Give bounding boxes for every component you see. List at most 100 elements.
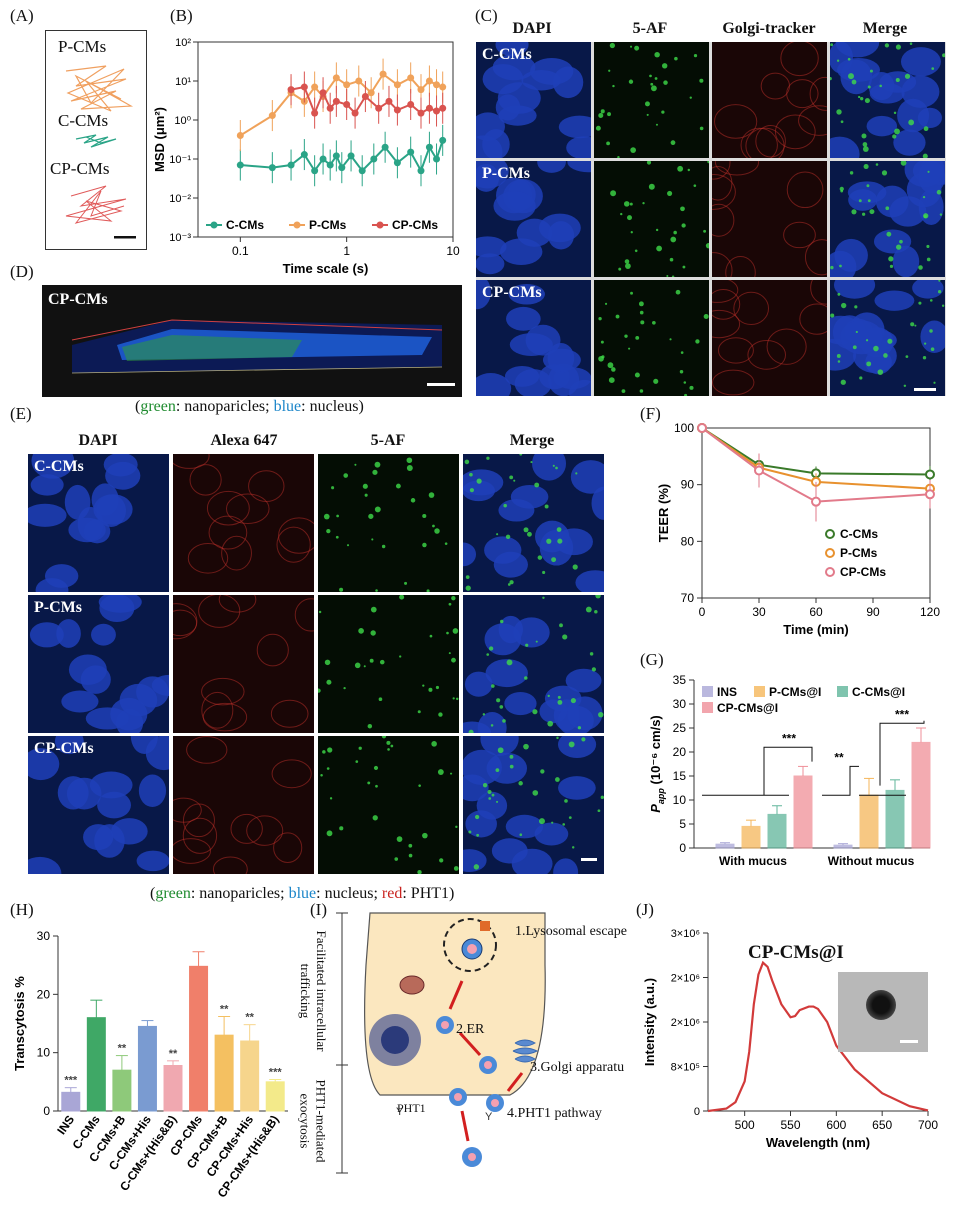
data-point: [367, 89, 375, 97]
zstack-label: CP-CMs: [48, 291, 108, 308]
x-axis-label: Time (min): [783, 622, 849, 637]
sig-label: ***: [782, 731, 796, 745]
y-axis-label: Papp (10⁻⁶ cm/s): [648, 715, 666, 813]
tile-row-label: C-CMs: [482, 46, 532, 63]
data-point: [381, 143, 389, 151]
data-point: [754, 465, 764, 476]
y-tick-label: 10⁰: [174, 115, 191, 127]
fluorescence-title: CP-CMs@I: [748, 942, 844, 963]
y-axis-label-rest: (10⁻⁶ cm/s): [648, 715, 663, 788]
legend-marker: [210, 221, 218, 229]
micro-tile: [594, 42, 709, 158]
traj-label-c: C-CMs: [58, 111, 109, 130]
data-point: [347, 152, 355, 160]
data-point: [338, 164, 346, 172]
scale-bar: [581, 858, 597, 861]
traj-label-p: P-CMs: [58, 37, 107, 56]
panel-letter-d: (D): [10, 262, 34, 281]
bar: [240, 1040, 260, 1112]
series-line: [701, 427, 931, 490]
traj-label-cp: CP-CMs: [50, 159, 110, 178]
y-tick-label: 3×10⁶: [671, 928, 700, 940]
micro-tile: [463, 454, 604, 592]
teer-chart: 0 30 60 90 120 70 80 90 100 Time (min) TEER (%) C-C…: [656, 421, 940, 637]
tem-inset-image: [838, 972, 928, 1052]
trajectory-paths: [65, 65, 136, 239]
data-point: [300, 151, 308, 159]
data-point: [417, 167, 425, 175]
legend-label: P-CMs: [309, 218, 347, 232]
y-tick-label: 90: [681, 478, 695, 492]
y-tick-label: 2×10⁶: [671, 1017, 700, 1029]
y-tick-label: 8×10⁵: [671, 1062, 700, 1074]
svg-text:Y: Y: [485, 1111, 493, 1123]
sig-label: ***: [64, 1075, 78, 1087]
bar: [112, 1069, 132, 1112]
y-tick-label: 10⁻¹: [169, 154, 191, 166]
bar: [767, 813, 787, 849]
legend-marker: [293, 221, 301, 229]
data-point: [287, 161, 295, 169]
y-tick-label: 10: [673, 793, 687, 807]
y-tick-label: 70: [681, 591, 695, 605]
micro-tile: C-CMs: [476, 42, 591, 158]
y-tick-label: 20: [37, 987, 51, 1001]
y-tick-label: 0: [679, 841, 686, 855]
panel-letter-b: (B): [170, 6, 193, 25]
micro-tile: [318, 454, 459, 592]
legend-marker: [825, 548, 835, 558]
data-point: [236, 132, 244, 140]
legend-swatch: [837, 686, 848, 697]
data-point: [355, 77, 363, 85]
svg-text:Y: Y: [396, 1106, 404, 1118]
series-line: [701, 427, 931, 476]
legend-label: P-CMs: [840, 546, 878, 560]
tile-row-label: P-CMs: [482, 165, 530, 182]
sig-bracket: [879, 720, 925, 786]
trafficking-schematic: Y Y: [336, 912, 546, 1174]
micro-tile: [318, 736, 459, 874]
data-point: [268, 164, 276, 172]
scale-bar: [914, 388, 936, 391]
panel-letter-c: (C): [475, 6, 498, 25]
y-tick-label: 0: [43, 1104, 50, 1118]
y-axis-label: Intensity (a.u.): [642, 978, 657, 1066]
x-tick-label: 60: [809, 605, 823, 619]
micro-tile: [173, 736, 314, 874]
micro-tile: C-CMs: [28, 454, 169, 592]
y-tick-label: 20: [673, 745, 687, 759]
micro-tile: [830, 42, 945, 158]
sig-label: **: [118, 1043, 127, 1055]
data-point: [319, 89, 327, 97]
bar: [911, 741, 931, 849]
sig-bracket: [702, 746, 813, 796]
y-axis-label-main: P: [648, 804, 663, 813]
y-tick-label: 100: [674, 421, 694, 435]
x-tick-label: 650: [872, 1118, 892, 1132]
legend-label: CP-CMs: [840, 565, 886, 579]
x-tick-label: 550: [780, 1118, 800, 1132]
side-label-bottom: PHT1-mediated exocytosis: [297, 1079, 329, 1163]
data-point: [433, 107, 441, 115]
tile-row-label: C-CMs: [34, 458, 84, 475]
legend-marker: [825, 567, 835, 577]
micro-tile: [830, 161, 945, 277]
legend-label: C-CMs: [840, 527, 878, 541]
data-point: [332, 97, 340, 105]
y-tick-label: 25: [673, 721, 687, 735]
data-point: [332, 152, 340, 160]
y-tick-label: 10²: [175, 37, 191, 49]
data-point: [417, 86, 425, 94]
data-point: [311, 83, 319, 91]
x-tick-label: 10: [446, 244, 460, 258]
micro-tile: [173, 595, 314, 733]
x-tick-label: INS: [54, 1113, 77, 1137]
data-point: [351, 109, 359, 117]
data-point: [326, 104, 334, 112]
legend-label: CP-CMs: [392, 218, 438, 232]
sig-label: ***: [269, 1067, 283, 1079]
sig-bracket: [822, 765, 906, 796]
panel-letter-g: (G): [640, 650, 664, 669]
legend-label: C-CMs@I: [852, 685, 905, 699]
